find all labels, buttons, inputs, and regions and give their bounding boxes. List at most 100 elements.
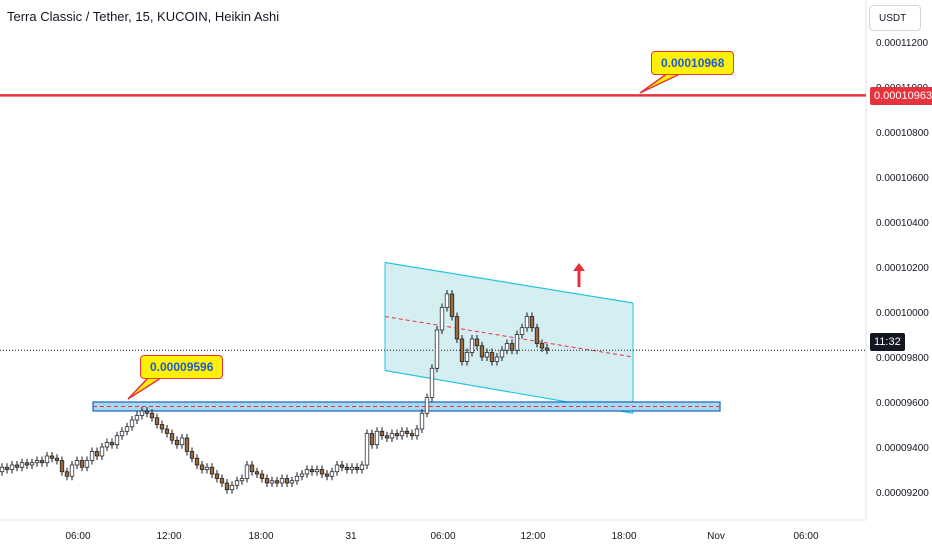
candle [74, 460, 80, 466]
candle [309, 469, 315, 473]
candle [534, 327, 540, 344]
x-tick-label: 12:00 [520, 531, 545, 542]
candle [459, 338, 465, 362]
chart-title: Terra Classic / Tether, 15, KUCOIN, Heik… [7, 9, 280, 24]
y-tick-label: 0.00010400 [876, 218, 929, 229]
candle [109, 442, 115, 446]
candle [279, 478, 285, 484]
candle [439, 307, 445, 331]
candle [424, 397, 430, 414]
candle [164, 428, 170, 434]
currency-selector-button[interactable]: USDT [869, 5, 921, 31]
candle [149, 412, 155, 419]
candle [429, 367, 435, 398]
candle [394, 433, 400, 437]
candle [249, 464, 255, 473]
candle [489, 352, 495, 362]
candle [0, 466, 5, 473]
candle [289, 480, 295, 484]
candle [344, 466, 350, 470]
candle [414, 428, 420, 437]
candle [404, 430, 410, 434]
candle [264, 478, 270, 484]
channel-fill [385, 262, 633, 414]
candle [199, 464, 205, 470]
candle [129, 419, 135, 428]
candle [519, 327, 525, 335]
candle [229, 484, 235, 491]
candle [39, 460, 45, 464]
candle [339, 464, 345, 468]
candle [144, 410, 150, 414]
candle [329, 471, 335, 477]
y-tick-label: 0.00009800 [876, 353, 929, 364]
channel-upper-line [384, 261, 634, 304]
candle [504, 343, 510, 351]
candle [499, 349, 505, 358]
candle [539, 343, 545, 349]
candle [44, 455, 50, 464]
x-tick-label: 06:00 [65, 531, 90, 542]
candle [364, 433, 370, 466]
candle [529, 316, 535, 329]
x-tick-label: 12:00 [156, 531, 181, 542]
candle [494, 356, 500, 362]
candle [174, 439, 180, 446]
resistance-callout-pointer [639, 72, 683, 94]
support-callout: 0.00009596 [140, 355, 224, 379]
candle [444, 293, 450, 308]
candle [469, 338, 475, 353]
candle [479, 345, 485, 358]
x-tick-label: 31 [345, 531, 357, 542]
candle [214, 473, 220, 479]
candle [239, 478, 245, 482]
candle [464, 352, 470, 362]
candle [219, 478, 225, 484]
candle [379, 430, 385, 437]
candle [374, 430, 380, 446]
candle [234, 480, 240, 486]
y-tick-label: 0.00010000 [876, 308, 929, 319]
candle [284, 478, 290, 484]
support-callout-pointer [127, 375, 167, 400]
candle [389, 433, 395, 439]
y-tick-label: 0.00010800 [876, 128, 929, 139]
candle [4, 466, 10, 470]
candle [254, 471, 260, 475]
candle [114, 435, 120, 446]
candle [274, 480, 280, 484]
candle [189, 451, 195, 459]
y-tick-label: 0.00010200 [876, 263, 929, 274]
candle [369, 433, 375, 446]
candle [124, 426, 130, 432]
candle [84, 460, 90, 468]
y-tick-label: 0.00011200 [876, 38, 929, 49]
time-badge: 11:32 [870, 333, 905, 351]
y-tick-label: 0.00009600 [876, 398, 929, 409]
candle [224, 482, 230, 491]
x-tick-label: 18:00 [248, 531, 273, 542]
candle [269, 480, 275, 484]
candle [119, 430, 125, 437]
candle [94, 451, 100, 457]
candle [89, 451, 95, 461]
candle [514, 334, 520, 351]
candle [324, 473, 330, 477]
candle [24, 462, 30, 466]
candle [209, 466, 215, 475]
candle [294, 475, 300, 482]
candle [384, 435, 390, 439]
candle [9, 464, 15, 470]
candle [349, 466, 355, 470]
candle [304, 469, 310, 475]
candle [19, 462, 25, 468]
candle [79, 460, 85, 468]
x-tick-label: 18:00 [611, 531, 636, 542]
candle [314, 469, 320, 473]
candle [259, 473, 265, 479]
candle [99, 446, 105, 457]
candle [299, 473, 305, 477]
candle [319, 469, 325, 475]
